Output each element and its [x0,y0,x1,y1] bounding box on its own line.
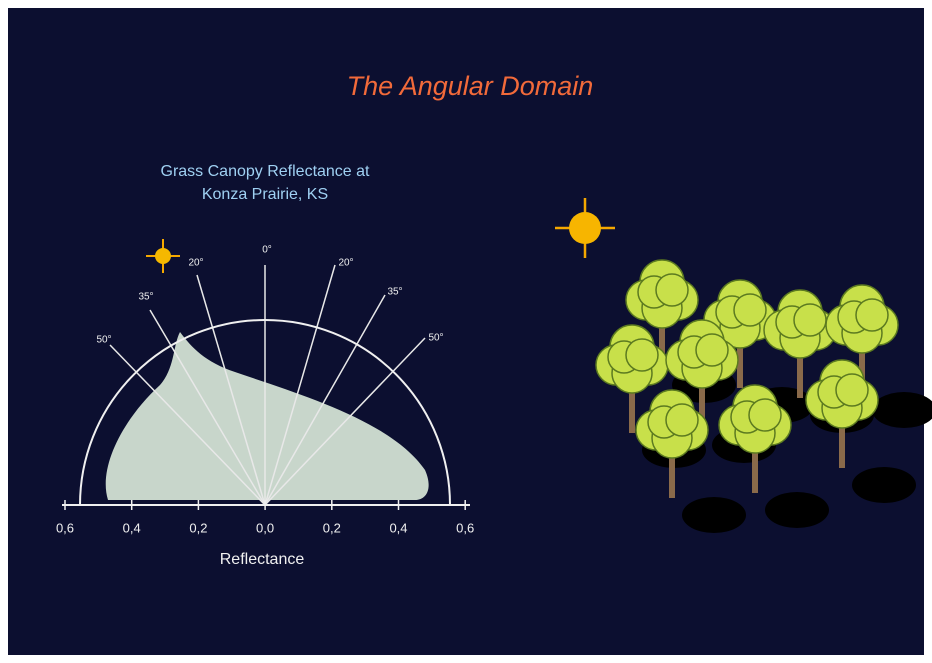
angle-label: 0° [262,245,272,256]
tree-foliage [793,303,827,337]
tree-foliage [835,373,869,407]
angle-label: 50° [428,333,443,344]
subtitle: Konza Prairie, KS [202,186,328,203]
ray [196,274,266,506]
angle-label: 20° [338,258,353,269]
tick-label: 0,4 [389,520,407,535]
ray [264,294,386,506]
tree-trunk [737,340,743,388]
tree-trunk [797,350,803,398]
ray [264,337,426,506]
tick-label: 0,6 [456,520,474,535]
angle-label: 50° [96,335,111,346]
tree-foliage [695,333,729,367]
tree-foliage [655,273,689,307]
angle-label: 35° [387,287,402,298]
tree-trunk [699,380,705,428]
tick-label: 0,2 [323,520,341,535]
hemisphere [79,319,451,506]
angle-label: 20° [188,258,203,269]
axis-ticks: 0,6 0,4 0,2 0,0 0,2 0,4 0,6 [56,500,474,535]
tree-trunk [752,445,758,493]
sun [555,198,615,258]
tick-label: 0,6 [56,520,74,535]
axis-label: Reflectance [220,551,305,568]
tree-trunk [629,385,635,433]
subtitle: Grass Canopy Reflectance at [161,163,371,180]
tree-shadow [682,497,746,533]
tree-foliage [665,403,699,437]
tree-shadow [852,467,916,503]
tick-label: 0,0 [256,520,274,535]
tree-foliage [733,293,767,327]
tree-trunk [859,345,865,393]
tree-trunk [669,450,675,498]
angle-label: 35° [138,292,153,303]
ray [264,264,336,506]
tree-trunk [839,420,845,468]
tree-foliage [855,298,889,332]
tick-label: 0,4 [123,520,141,535]
tick-label: 0,2 [189,520,207,535]
tree-trunk [659,320,665,368]
title: The Angular Domain [347,71,594,101]
ray [149,309,266,506]
small-sun [146,239,180,273]
tree-shadow [765,492,829,528]
tree-shadow [872,392,932,428]
tree-foliage [625,338,659,372]
trees [595,259,932,533]
reflectance-shape [105,332,429,500]
tree-foliage [748,398,782,432]
